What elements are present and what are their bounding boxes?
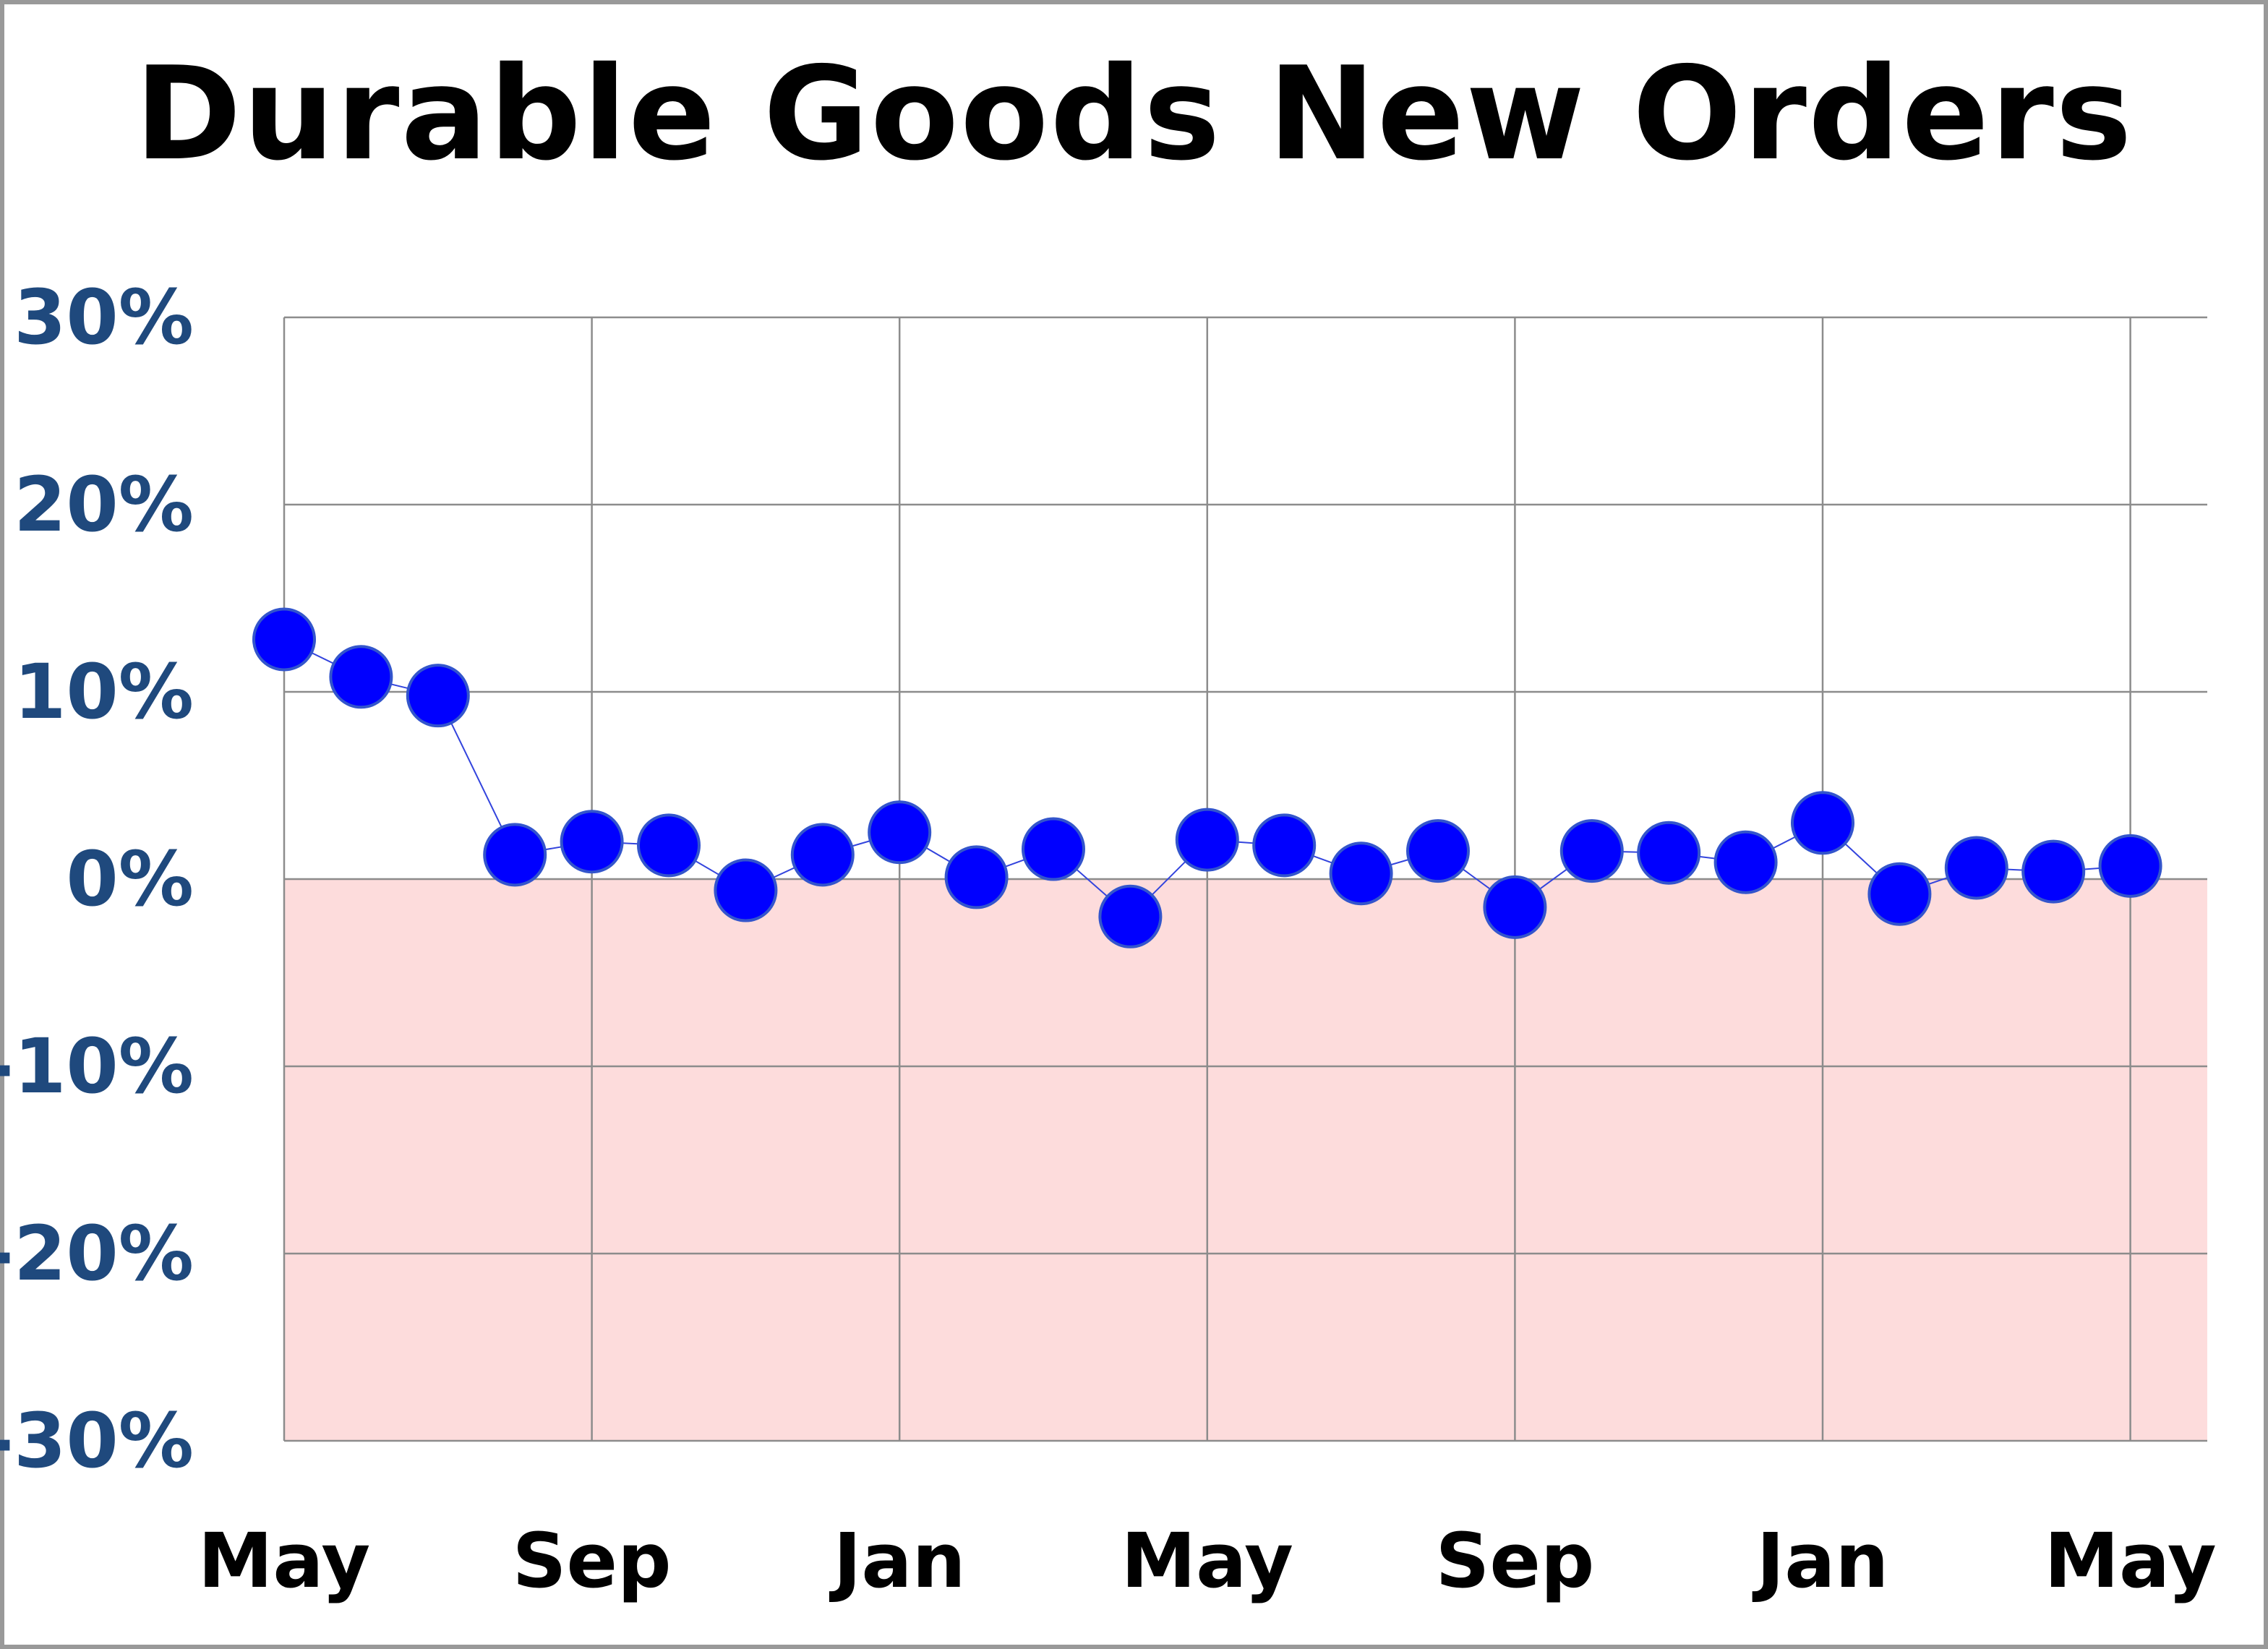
data-point bbox=[329, 645, 393, 709]
data-point bbox=[483, 823, 547, 887]
y-tick-label: -10% bbox=[0, 1022, 194, 1110]
data-point bbox=[406, 664, 470, 728]
data-point bbox=[1791, 791, 1854, 855]
y-tick-label: -20% bbox=[0, 1209, 194, 1298]
data-point bbox=[1252, 813, 1317, 878]
data-point bbox=[1329, 841, 1393, 906]
data-point bbox=[714, 858, 778, 922]
x-tick-label: Jan bbox=[1753, 1517, 1889, 1605]
data-point bbox=[1098, 884, 1163, 948]
data-point bbox=[252, 607, 316, 672]
negative-region bbox=[284, 879, 2207, 1441]
x-tick-label: May bbox=[1121, 1517, 1293, 1605]
data-point bbox=[637, 813, 701, 878]
x-tick-label: Sep bbox=[513, 1517, 672, 1605]
data-point bbox=[944, 845, 1009, 909]
data-point bbox=[1559, 819, 1624, 883]
x-tick-label: Sep bbox=[1435, 1517, 1594, 1605]
data-point bbox=[1713, 830, 1778, 894]
x-tick-label: May bbox=[2044, 1517, 2216, 1605]
data-point bbox=[1022, 817, 1085, 881]
chart-title: Durable Goods New Orders bbox=[134, 39, 2134, 189]
data-point bbox=[1867, 862, 1932, 926]
y-tick-label: 10% bbox=[14, 648, 194, 736]
data-point bbox=[1637, 821, 1701, 885]
data-point bbox=[2098, 834, 2162, 898]
data-point bbox=[868, 800, 932, 865]
x-tick-label: May bbox=[198, 1517, 370, 1605]
data-point bbox=[790, 823, 855, 887]
y-tick-label: -30% bbox=[0, 1397, 194, 1485]
data-point bbox=[1483, 875, 1547, 939]
x-tick-label: Jan bbox=[829, 1517, 966, 1605]
data-point bbox=[2021, 839, 2086, 904]
y-tick-label: 20% bbox=[14, 461, 194, 549]
data-point bbox=[1406, 819, 1470, 883]
data-point bbox=[1175, 808, 1239, 872]
y-tick-label: 30% bbox=[14, 273, 194, 361]
data-point bbox=[1944, 836, 2008, 900]
y-tick-label: 0% bbox=[66, 835, 194, 923]
data-point bbox=[560, 810, 624, 874]
